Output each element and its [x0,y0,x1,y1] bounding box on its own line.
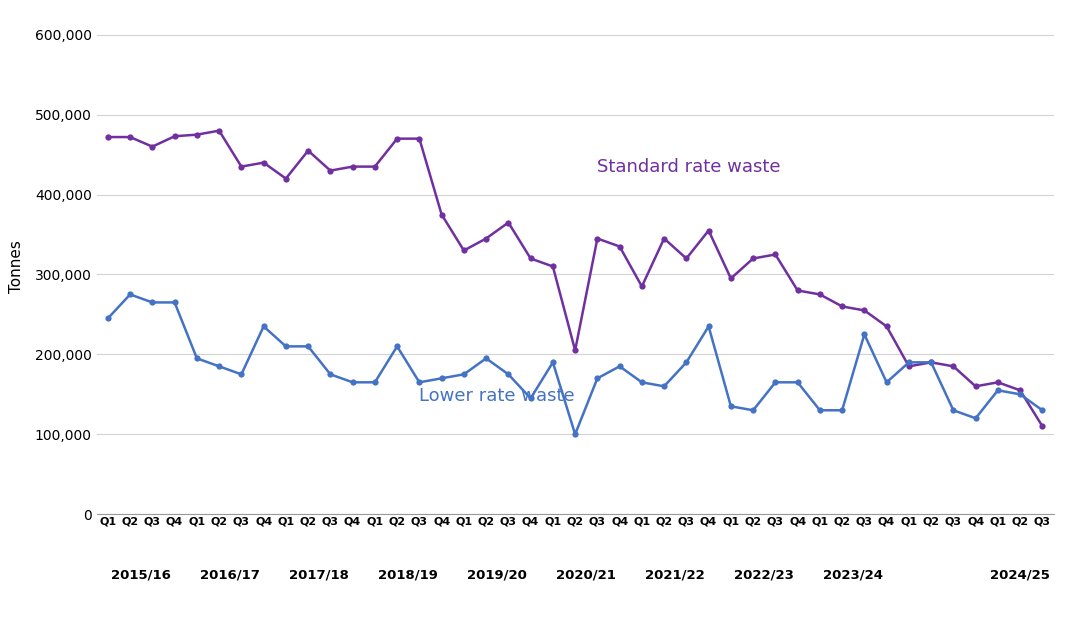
Text: 2024/25: 2024/25 [990,569,1050,582]
Text: 2022/23: 2022/23 [734,569,794,582]
Text: 2023/24: 2023/24 [823,569,884,582]
Text: 2016/17: 2016/17 [200,569,260,582]
Text: 2018/19: 2018/19 [378,569,439,582]
Text: 2020/21: 2020/21 [557,569,616,582]
Text: Standard rate waste: Standard rate waste [598,157,780,176]
Text: Lower rate waste: Lower rate waste [419,387,575,405]
Text: 2019/20: 2019/20 [468,569,527,582]
Y-axis label: Tonnes: Tonnes [9,240,24,293]
Text: 2015/16: 2015/16 [112,569,171,582]
Text: 2021/22: 2021/22 [645,569,705,582]
Text: 2017/18: 2017/18 [289,569,349,582]
